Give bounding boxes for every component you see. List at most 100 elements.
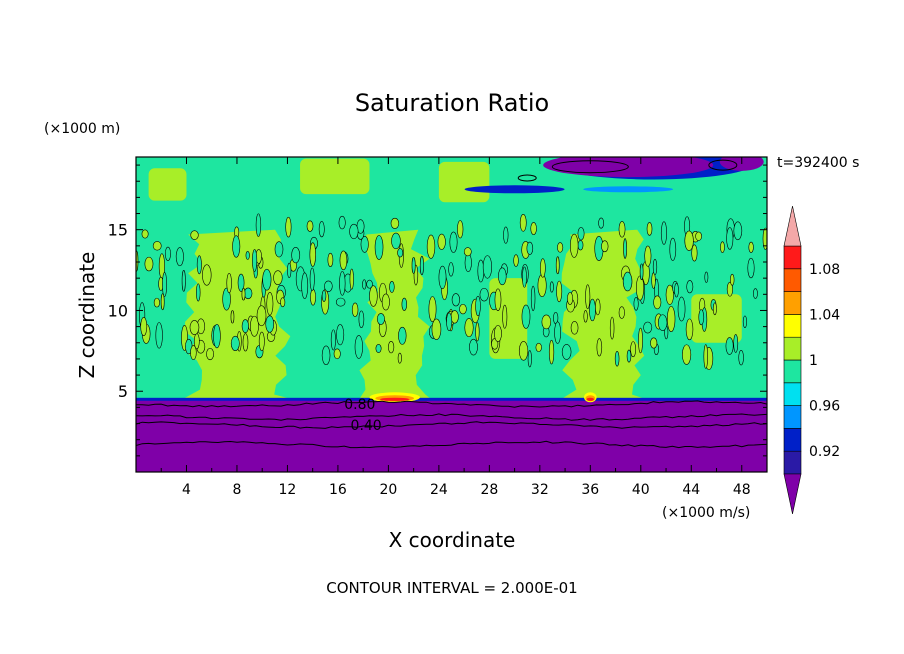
turbulent-cell bbox=[397, 248, 404, 258]
turbulent-cell bbox=[398, 326, 407, 345]
contour-label: 0.80 bbox=[344, 397, 375, 413]
turbulent-cell bbox=[242, 333, 249, 352]
turbulent-cell bbox=[502, 304, 508, 329]
turbulent-cell bbox=[548, 339, 555, 365]
y-axis: 5 10 15 bbox=[108, 164, 767, 457]
turbulent-cell bbox=[530, 285, 536, 312]
turbulent-cell bbox=[273, 270, 283, 286]
colorbar-tick-label: 1.08 bbox=[809, 262, 840, 278]
turbulent-cell bbox=[381, 293, 390, 311]
turbulent-cell bbox=[475, 295, 481, 317]
turbulent-cell bbox=[448, 262, 454, 277]
turbulent-cell bbox=[369, 285, 378, 307]
turbulent-cell bbox=[522, 266, 527, 288]
turbulent-cell bbox=[336, 324, 345, 346]
turbulent-cell bbox=[327, 252, 334, 267]
turbulent-cell bbox=[596, 338, 603, 357]
turbulent-cell bbox=[601, 240, 609, 253]
x-axis: 4 8 12 16 20 24 28 32 36 40 44 48 bbox=[160, 157, 751, 498]
colorbar-segment bbox=[783, 450, 802, 475]
x-tick-label: 20 bbox=[379, 482, 397, 498]
turbulent-cell bbox=[241, 319, 249, 333]
turbulent-cell bbox=[554, 321, 562, 344]
turbulent-cell bbox=[598, 217, 605, 229]
x-tick-label: 44 bbox=[682, 482, 700, 498]
contour-line bbox=[136, 413, 767, 421]
turbulent-cell bbox=[459, 303, 467, 315]
turbulent-cell bbox=[321, 290, 327, 302]
turbulent-cell bbox=[358, 310, 365, 329]
turbulent-cell bbox=[742, 315, 747, 328]
x-axis-label: X coordinate bbox=[389, 528, 516, 552]
turbulent-cell bbox=[589, 298, 596, 322]
turbulent-cell bbox=[249, 315, 259, 337]
turbulent-cell bbox=[498, 267, 507, 286]
turbulent-cell bbox=[431, 318, 442, 340]
turbulent-cell bbox=[585, 284, 591, 310]
turbulent-cell bbox=[557, 242, 564, 253]
turbulent-cell bbox=[677, 296, 686, 322]
turbulent-cell bbox=[638, 327, 643, 354]
turbulent-cell bbox=[390, 217, 400, 229]
turbulent-cell bbox=[646, 222, 653, 236]
turbulent-cell bbox=[206, 347, 214, 361]
colorbar-segment bbox=[783, 314, 802, 338]
contour-interval-footer: CONTOUR INTERVAL = 2.000E-01 bbox=[326, 579, 577, 597]
supersaturated-peak bbox=[586, 397, 595, 401]
turbulent-cell bbox=[712, 302, 717, 316]
turbulent-cell bbox=[609, 316, 615, 340]
turbulent-cell bbox=[650, 337, 658, 349]
x-tick-label: 40 bbox=[632, 482, 650, 498]
turbulent-cell bbox=[539, 258, 546, 278]
turbulent-cell bbox=[226, 272, 232, 294]
turbulent-cell bbox=[479, 287, 489, 302]
colorbar-tick-label: 1.04 bbox=[809, 307, 840, 323]
contour-field bbox=[136, 157, 767, 472]
colorbar-segment bbox=[783, 428, 802, 452]
turbulent-cell bbox=[438, 265, 447, 290]
turbulent-cell bbox=[618, 306, 625, 319]
turbulent-cell bbox=[280, 297, 286, 308]
turbulent-cell bbox=[686, 280, 694, 294]
turbulent-cell bbox=[639, 263, 644, 281]
colorbar-segment bbox=[783, 405, 802, 429]
turbulent-cell bbox=[309, 267, 315, 291]
turbulent-cell bbox=[494, 325, 502, 342]
turbulent-cell bbox=[583, 310, 588, 323]
turbulent-cell bbox=[141, 229, 149, 239]
turbulent-cell bbox=[577, 227, 585, 241]
turbulent-cell bbox=[519, 213, 527, 232]
turbulent-cell bbox=[376, 313, 385, 325]
turbulent-cell bbox=[747, 257, 755, 279]
turbulent-cell bbox=[258, 331, 265, 352]
x-tick-label: 32 bbox=[531, 482, 549, 498]
turbulent-cell bbox=[665, 284, 674, 305]
colorbar-segment bbox=[783, 268, 802, 292]
turbulent-cell bbox=[733, 221, 743, 241]
moist-patch bbox=[148, 168, 187, 201]
turbulent-cell bbox=[310, 289, 316, 306]
turbulent-cell bbox=[426, 234, 436, 259]
turbulent-cell bbox=[464, 318, 474, 338]
colorbar: 0.92 0.96 1 1.04 1.08 bbox=[783, 205, 840, 515]
turbulent-cell bbox=[339, 250, 348, 271]
y-tick-label: 10 bbox=[108, 301, 128, 320]
turbulent-cell bbox=[691, 244, 698, 262]
moist-patch bbox=[438, 161, 490, 203]
x-tick-label: 28 bbox=[480, 482, 498, 498]
dry-layer-edge bbox=[136, 397, 767, 401]
turbulent-cell bbox=[360, 236, 369, 253]
supersaturated-peak bbox=[379, 397, 410, 401]
turbulent-cell bbox=[245, 251, 250, 260]
turbulent-cell bbox=[285, 216, 292, 238]
turbulent-cell bbox=[243, 287, 253, 300]
turbulent-cell bbox=[577, 240, 584, 251]
turbulent-cell bbox=[652, 258, 658, 276]
colorbar-min-extension bbox=[783, 473, 802, 515]
turbulent-cell bbox=[301, 272, 309, 300]
turbulent-cell bbox=[725, 337, 734, 355]
turbulent-cell bbox=[232, 235, 241, 258]
turbulent-cell bbox=[463, 247, 472, 257]
turbulent-cell bbox=[437, 233, 446, 250]
x-tick-label: 16 bbox=[329, 482, 347, 498]
